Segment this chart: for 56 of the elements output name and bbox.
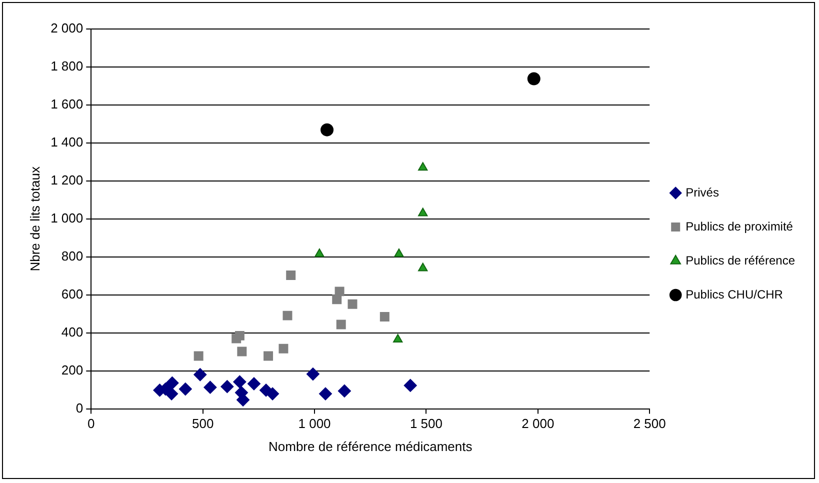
point bbox=[334, 286, 344, 296]
y-tick-label: 1 200 bbox=[50, 172, 84, 188]
point bbox=[418, 262, 428, 272]
point bbox=[220, 380, 234, 394]
y-axis-title: Nbre de lits totaux bbox=[27, 166, 42, 272]
point bbox=[348, 299, 358, 309]
point bbox=[338, 384, 351, 398]
point bbox=[282, 310, 292, 320]
point bbox=[278, 344, 288, 354]
x-tick-label: 0 bbox=[88, 416, 95, 432]
point bbox=[332, 294, 342, 304]
x-axis-title: Nombre de référence médicaments bbox=[268, 438, 473, 454]
y-tick-label: 800 bbox=[61, 248, 84, 264]
x-tick-label: 1 500 bbox=[410, 416, 442, 432]
y-tick-label: 1 000 bbox=[50, 210, 84, 226]
y-tick-label: 400 bbox=[61, 324, 84, 340]
x-tick-label: 500 bbox=[192, 416, 214, 432]
point bbox=[380, 312, 390, 322]
point bbox=[336, 320, 346, 330]
y-tick-label: 2 000 bbox=[50, 20, 84, 36]
point bbox=[418, 208, 428, 216]
point bbox=[233, 375, 246, 388]
point bbox=[166, 376, 179, 390]
y-tick-label: 0 bbox=[76, 400, 84, 416]
legend-label: Privés bbox=[686, 185, 719, 200]
y-tick-label: 600 bbox=[61, 286, 84, 302]
point bbox=[320, 123, 334, 136]
point bbox=[264, 351, 274, 361]
x-tick-label: 2 500 bbox=[633, 416, 666, 432]
y-tick-label: 1 800 bbox=[50, 58, 84, 74]
point bbox=[527, 72, 540, 86]
point bbox=[306, 368, 320, 381]
point bbox=[194, 351, 204, 361]
point bbox=[165, 387, 178, 400]
point bbox=[194, 368, 207, 382]
legend-label: Publics CHU/CHR bbox=[686, 287, 784, 302]
point bbox=[178, 382, 192, 396]
legend-label: Publics de référence bbox=[686, 253, 796, 268]
y-tick-label: 1 600 bbox=[50, 96, 84, 112]
point bbox=[418, 162, 428, 171]
point bbox=[393, 334, 403, 342]
x-tick-label: 2 000 bbox=[522, 416, 554, 432]
y-tick-label: 200 bbox=[61, 362, 84, 378]
point bbox=[404, 378, 417, 392]
legend-label: Publics de proximité bbox=[686, 219, 794, 234]
point bbox=[204, 380, 217, 394]
point bbox=[234, 330, 244, 340]
point bbox=[318, 387, 332, 400]
point bbox=[237, 346, 247, 356]
y-tick-label: 1 400 bbox=[50, 134, 84, 150]
point bbox=[314, 248, 324, 258]
point bbox=[394, 248, 404, 258]
point bbox=[266, 387, 280, 400]
x-tick-label: 1 000 bbox=[298, 416, 331, 432]
point bbox=[286, 270, 296, 280]
point bbox=[247, 377, 260, 390]
